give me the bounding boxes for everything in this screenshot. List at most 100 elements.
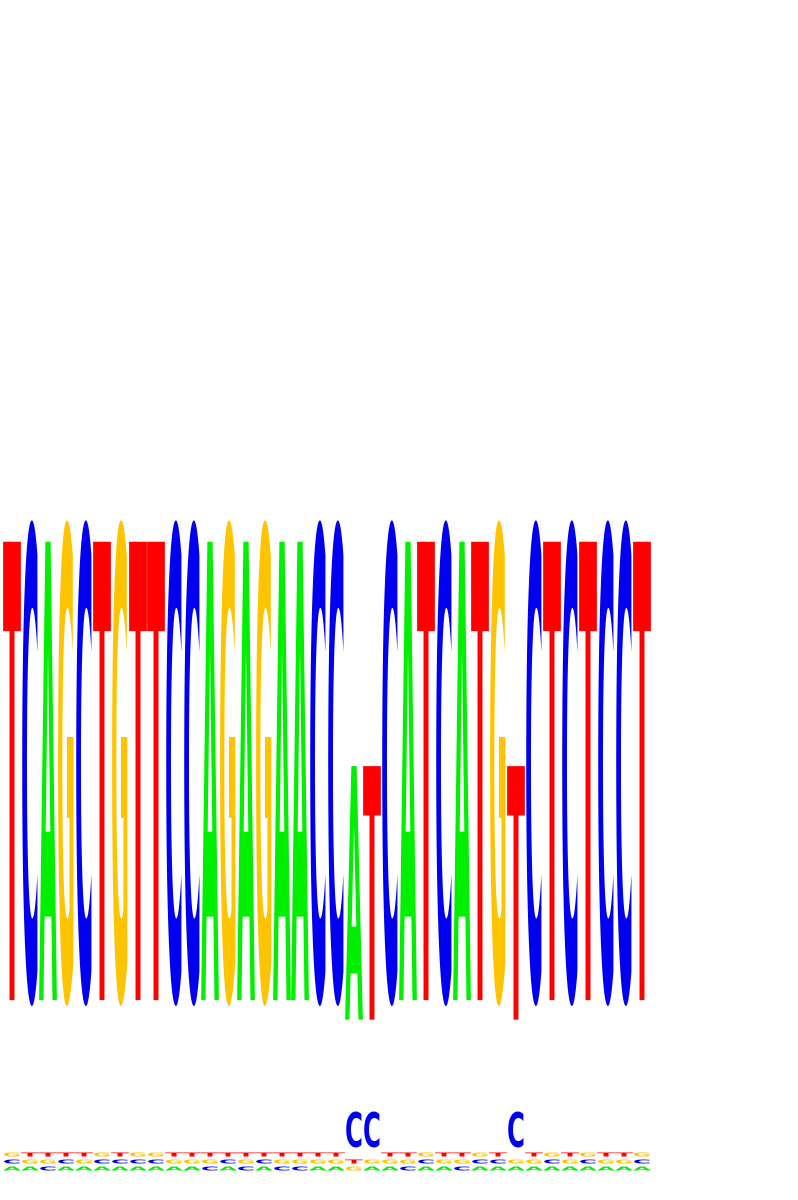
logo-minor-letter-g: G (147, 1151, 165, 1158)
logo-secondary-letter-c: C (507, 1103, 525, 1158)
logo-minor-letter-t: T (399, 1152, 417, 1158)
logo-minor-letter-g: G (561, 1158, 579, 1165)
logo-minor-letter-a: A (435, 1165, 453, 1172)
logo-main-letter-g: G (255, 402, 273, 1150)
logo-minor-letter-c: C (453, 1166, 471, 1173)
logo-minor-letter-a: A (129, 1165, 147, 1172)
logo-minor-letter-t: T (255, 1152, 273, 1158)
logo-minor-letter-a: A (597, 1165, 615, 1172)
logo-minor-letter-g: G (633, 1151, 651, 1158)
logo-minor-letter-a: A (255, 1165, 273, 1172)
logo-main-letter-t: T (147, 417, 165, 1149)
logo-minor-letter-c: C (219, 1159, 237, 1166)
logo-main-letter-c: C (597, 402, 615, 1150)
logo-minor-letter-t: T (21, 1152, 39, 1158)
logo-minor-letter-a: A (579, 1165, 597, 1172)
logo-minor-letter-a: A (561, 1165, 579, 1172)
logo-minor-letter-t: T (57, 1152, 75, 1158)
logo-main-letter-a: A (291, 416, 309, 1148)
logo-minor-letter-t: T (381, 1152, 399, 1158)
logo-minor-letter-t: T (327, 1152, 345, 1158)
logo-minor-letter-c: C (111, 1159, 129, 1166)
logo-main-letter-t: T (93, 417, 111, 1149)
logo-minor-letter-c: C (93, 1159, 111, 1166)
logo-minor-letter-g: G (75, 1158, 93, 1165)
logo-minor-letter-t: T (75, 1152, 93, 1158)
logo-minor-letter-a: A (615, 1165, 633, 1172)
logo-minor-letter-g: G (291, 1158, 309, 1165)
logo-minor-letter-a: A (309, 1165, 327, 1172)
logo-minor-letter-g: G (345, 1165, 363, 1172)
logo-minor-letter-g: G (183, 1158, 201, 1165)
logo-minor-letter-c: C (417, 1159, 435, 1166)
logo-main-letter-a: A (201, 416, 219, 1148)
logo-minor-letter-g: G (381, 1158, 399, 1165)
logo-minor-letter-t: T (219, 1152, 237, 1158)
logo-main-letter-g: G (111, 402, 129, 1150)
logo-main-letter-g: G (219, 402, 237, 1150)
logo-minor-letter-t: T (561, 1152, 579, 1158)
logo-minor-letter-c: C (633, 1159, 651, 1166)
logo-minor-letter-c: C (291, 1166, 309, 1173)
logo-minor-letter-a: A (111, 1165, 129, 1172)
logo-main-letter-a: A (453, 416, 471, 1148)
logo-main-letter-a: A (237, 416, 255, 1148)
logo-minor-letter-g: G (273, 1158, 291, 1165)
logo-minor-letter-c: C (129, 1159, 147, 1166)
logo-minor-letter-t: T (39, 1152, 57, 1158)
logo-minor-letter-t: T (615, 1152, 633, 1158)
logo-columns: ACGTAGTCCGTAACTGAGTCACGTACTGACGTACGTAGTC… (3, 402, 651, 1172)
logo-minor-letter-t: T (237, 1152, 255, 1158)
logo-minor-letter-a: A (633, 1165, 651, 1172)
logo-main-letter-a: A (39, 416, 57, 1148)
logo-main-letter-g: G (57, 402, 75, 1150)
logo-main-letter-a: A (273, 416, 291, 1148)
logo-minor-letter-c: C (255, 1159, 273, 1166)
logo-main-letter-t: T (633, 417, 651, 1149)
logo-minor-letter-t: T (165, 1152, 183, 1158)
logo-minor-letter-g: G (129, 1151, 147, 1158)
logo-main-letter-a: A (399, 416, 417, 1148)
logo-main-letter-t: T (507, 698, 525, 1103)
logo-minor-letter-c: C (471, 1159, 489, 1166)
logo-minor-letter-g: G (579, 1151, 597, 1158)
logo-minor-letter-a: A (381, 1165, 399, 1172)
logo-minor-letter-t: T (183, 1152, 201, 1158)
logo-minor-letter-g: G (21, 1158, 39, 1165)
logo-minor-letter-c: C (147, 1159, 165, 1166)
logo-minor-letter-c: C (399, 1166, 417, 1173)
logo-minor-letter-a: A (327, 1165, 345, 1172)
logo-minor-letter-g: G (417, 1151, 435, 1158)
logo-minor-letter-g: G (237, 1158, 255, 1165)
logo-main-letter-c: C (75, 402, 93, 1150)
logo-minor-letter-a: A (93, 1165, 111, 1172)
logo-minor-letter-c: C (543, 1159, 561, 1166)
logo-minor-letter-g: G (453, 1158, 471, 1165)
logo-minor-letter-c: C (489, 1159, 507, 1166)
logo-minor-letter-t: T (345, 1159, 363, 1165)
logo-minor-letter-t: T (201, 1152, 219, 1158)
logo-main-letter-g: G (489, 402, 507, 1150)
logo-minor-letter-a: A (165, 1165, 183, 1172)
logo-minor-letter-g: G (525, 1158, 543, 1165)
logo-main-letter-t: T (129, 417, 147, 1149)
logo-main-letter-a: A (345, 698, 363, 1103)
logo-minor-letter-a: A (147, 1165, 165, 1172)
logo-minor-letter-t: T (597, 1152, 615, 1158)
logo-main-letter-t: T (363, 698, 381, 1103)
logo-minor-letter-c: C (237, 1166, 255, 1173)
logo-minor-letter-a: A (57, 1165, 75, 1172)
logo-minor-letter-g: G (201, 1158, 219, 1165)
logo-main-letter-c: C (525, 402, 543, 1150)
logo-minor-letter-g: G (597, 1158, 615, 1165)
logo-main-letter-t: T (543, 417, 561, 1149)
logo-minor-letter-t: T (309, 1152, 327, 1158)
logo-main-letter-t: T (3, 417, 21, 1149)
logo-minor-letter-a: A (3, 1165, 21, 1172)
logo-minor-letter-a: A (525, 1165, 543, 1172)
logo-main-letter-c: C (381, 402, 399, 1150)
logo-minor-letter-a: A (219, 1165, 237, 1172)
logo-main-letter-c: C (165, 402, 183, 1150)
logo-minor-letter-g: G (327, 1158, 345, 1165)
